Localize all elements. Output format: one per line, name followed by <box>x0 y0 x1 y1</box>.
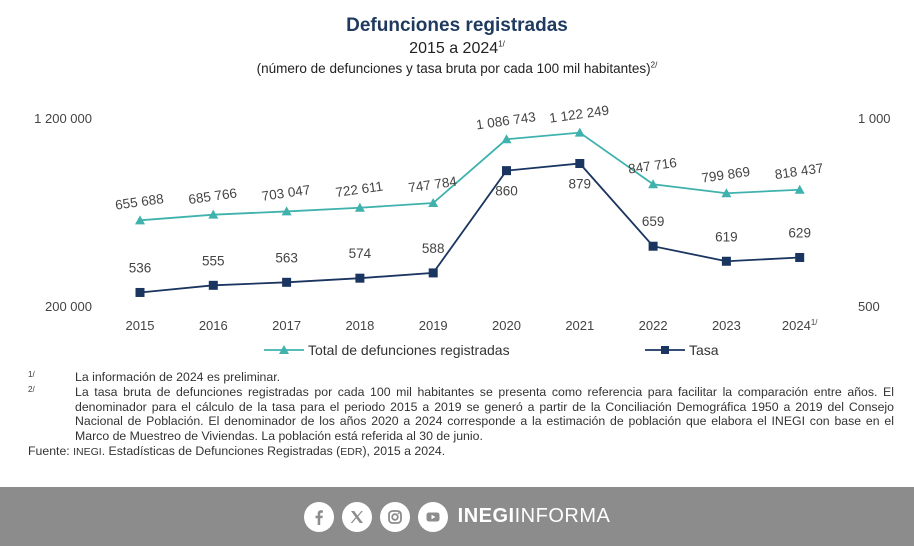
social-links <box>303 501 448 532</box>
data-point-square <box>575 158 585 168</box>
title-block: Defunciones registradas 2015 a 20241/ (n… <box>0 14 914 78</box>
data-label: 722 611 <box>335 179 384 201</box>
youtube-icon[interactable] <box>417 501 448 532</box>
line-chart: 1 200 000 200 000 1 000 500 2015 2016 2017 2018… <box>34 103 891 333</box>
legend-label-tasa: Tasa <box>689 342 719 358</box>
data-label: 563 <box>275 250 298 265</box>
source-org: INEGI <box>73 445 102 458</box>
source-line: Fuente: INEGI. Estadísticas de Defuncion… <box>28 444 894 460</box>
x-tick-label: 2019 <box>419 318 448 333</box>
y-left-tick-label: 200 000 <box>45 299 92 314</box>
data-point-triangle <box>648 179 659 189</box>
data-label: 574 <box>349 246 372 261</box>
source-text-end: ), 2015 a 2024. <box>362 443 446 458</box>
data-label: 619 <box>715 229 738 244</box>
x-tick-label: 20241/ <box>782 318 818 333</box>
footnote-mark: 1/ <box>28 370 35 379</box>
legend-item-tasa: Tasa <box>645 342 719 358</box>
x-tick-label: 2015 <box>126 318 155 333</box>
data-label: 588 <box>422 241 445 256</box>
legend-square-line-icon <box>645 346 685 354</box>
data-point-square <box>428 268 438 278</box>
data-label: 555 <box>202 253 225 268</box>
data-point-triangle <box>721 188 732 198</box>
footnote-2: 2/ La tasa bruta de defunciones registra… <box>28 385 894 444</box>
source-label: Fuente: <box>28 443 70 458</box>
x-tick-label: 2022 <box>639 318 668 333</box>
data-label: 703 047 <box>261 182 311 204</box>
data-label: 1 086 743 <box>475 109 537 132</box>
data-label: 536 <box>129 260 152 275</box>
data-label: 847 716 <box>627 155 677 177</box>
source-abbr: EDR <box>340 445 363 458</box>
data-point-square <box>721 256 731 266</box>
data-label: 629 <box>788 225 811 240</box>
data-point-triangle <box>135 215 145 225</box>
x-tick-label: 2020 <box>492 318 521 333</box>
data-point-triangle <box>501 134 512 144</box>
footnote-text: La tasa bruta de defunciones registradas… <box>75 384 894 444</box>
x-tick-label: 2018 <box>345 318 374 333</box>
data-point-triangle <box>281 206 292 216</box>
y-right-tick-label: 1 000 <box>858 111 891 126</box>
data-label: 685 766 <box>187 185 237 207</box>
footnote-text: La información de 2024 es preliminar. <box>75 370 281 384</box>
data-label: 655 688 <box>114 191 164 213</box>
legend-triangle-line-icon <box>264 345 304 354</box>
footnotes: 1/ La información de 2024 es preliminar.… <box>28 370 894 460</box>
data-point-triangle <box>428 198 439 208</box>
chart-subtitle: 2015 a 20241/ <box>409 39 505 57</box>
data-label: 860 <box>495 184 518 199</box>
data-label: 818 437 <box>774 160 824 182</box>
y-left-tick-label: 1 200 000 <box>34 111 92 126</box>
x-icon[interactable] <box>341 501 372 532</box>
chart-subtitle-units: (número de defunciones y tasa bruta por … <box>256 60 658 76</box>
data-point-square <box>502 166 511 176</box>
data-point-square <box>208 280 218 290</box>
inegi-informa-logo: INEGIINFORMA <box>457 505 611 527</box>
data-point-triangle <box>208 209 219 219</box>
footnote-1: 1/ La información de 2024 es preliminar. <box>28 370 894 385</box>
footer-bar: INEGIINFORMA <box>0 487 914 546</box>
x-tick-label: 2017 <box>272 318 301 333</box>
data-label: 747 784 <box>407 174 458 196</box>
facebook-icon[interactable] <box>303 501 334 532</box>
data-label: 659 <box>642 214 665 229</box>
x-tick-label: 2023 <box>712 318 741 333</box>
data-point-triangle <box>794 184 805 194</box>
data-point-triangle <box>574 127 585 137</box>
source-text: . Estadísticas de Defunciones Registrada… <box>101 443 341 458</box>
data-point-square <box>282 277 292 287</box>
footnote-mark: 2/ <box>28 384 35 394</box>
data-point-triangle <box>354 202 365 212</box>
series-line-total <box>139 131 800 222</box>
x-tick-label: 2021 <box>565 318 594 333</box>
chart-title: Defunciones registradas <box>346 15 568 36</box>
series-line-tasa <box>139 162 800 294</box>
data-point-square <box>648 241 658 251</box>
data-label: 799 869 <box>701 164 751 186</box>
legend-label-total: Total de defunciones registradas <box>308 342 510 358</box>
data-point-square <box>355 273 365 283</box>
data-label: 1 122 249 <box>548 103 610 126</box>
legend-item-total: Total de defunciones registradas <box>264 342 510 358</box>
data-label: 879 <box>569 176 592 191</box>
instagram-icon[interactable] <box>379 501 410 532</box>
data-point-square <box>135 287 145 297</box>
data-point-square <box>795 252 805 262</box>
x-tick-label: 2016 <box>199 318 228 333</box>
y-right-tick-label: 500 <box>858 299 880 314</box>
